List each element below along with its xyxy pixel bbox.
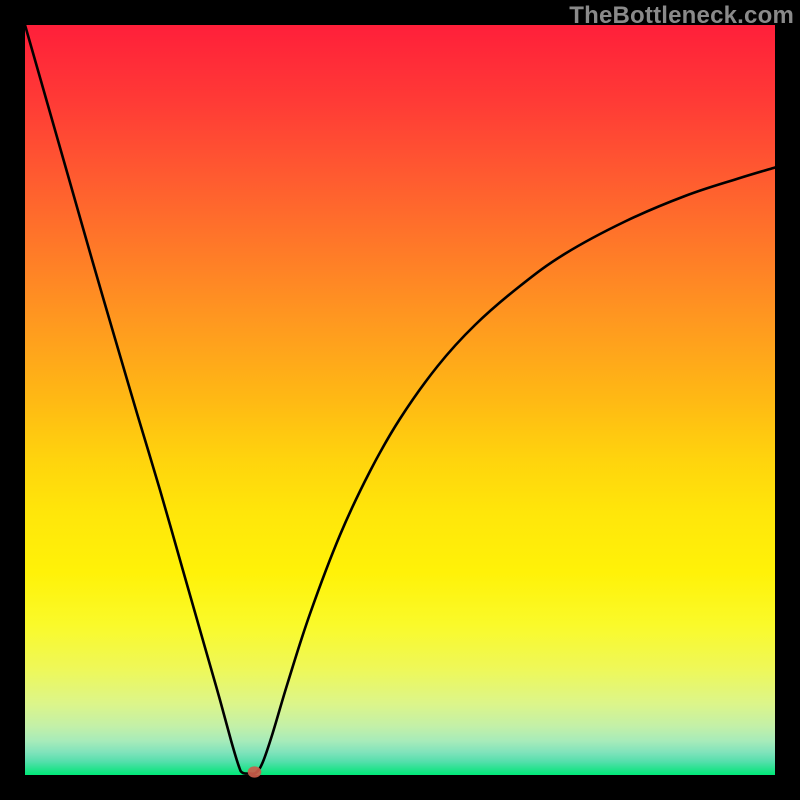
watermark-text: TheBottleneck.com xyxy=(569,2,794,30)
optimum-dot xyxy=(248,766,262,777)
root-canvas: TheBottleneck.com xyxy=(0,0,800,800)
chart-svg xyxy=(0,0,800,800)
plot-background xyxy=(25,25,775,775)
